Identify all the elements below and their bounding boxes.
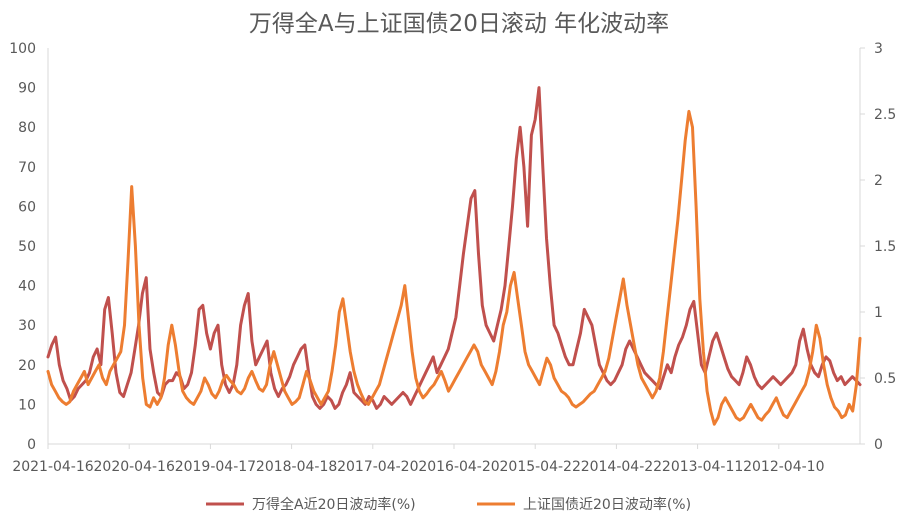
y-left-tick-label: 0 xyxy=(27,437,36,453)
y-right-tick-label: 1.5 xyxy=(874,239,896,255)
x-tick-label: 2017-04-20 xyxy=(337,459,418,475)
x-tick-label: 2016-04-20 xyxy=(418,459,499,475)
x-tick-label: 2019-04-17 xyxy=(175,459,256,475)
x-tick-label: 2021-04-16 xyxy=(12,459,93,475)
y-left-tick-label: 10 xyxy=(18,397,36,413)
y-left-tick-label: 100 xyxy=(9,41,36,57)
axes-layer: 0 10 20 30 40 50 60 70 80 90 100 0 0.5 1 1.5 2 2.5 3 2021-… xyxy=(9,41,896,475)
series-line-2 xyxy=(46,109,862,426)
y-right-tick-label: 1 xyxy=(874,305,883,321)
series-layer xyxy=(46,86,862,426)
y-right-tick-label: 0.5 xyxy=(874,371,896,387)
y-right-tick-label: 2 xyxy=(874,173,883,189)
chart-title: 万得全A与上证国债20日滚动 年化波动率 xyxy=(249,11,669,37)
x-tick-label: 2018-04-18 xyxy=(256,459,337,475)
legend-label-2: 上证国债近20日波动率(%) xyxy=(523,496,691,513)
y-left-tick-label: 20 xyxy=(18,358,36,374)
y-left-tick-label: 70 xyxy=(18,160,36,176)
y-left-tick-label: 80 xyxy=(18,120,36,136)
y-left-tick-label: 30 xyxy=(18,318,36,334)
y-left-tick-label: 90 xyxy=(18,81,36,97)
x-tick-label: 2013-04-11 xyxy=(662,459,743,475)
series-line-1 xyxy=(46,86,862,410)
x-tick-label: 2012-04-10 xyxy=(743,459,824,475)
legend: 万得全A近20日波动率(%) 上证国债近20日波动率(%) xyxy=(206,496,691,513)
x-tick-label: 2014-04-22 xyxy=(581,459,662,475)
x-tick-label: 2020-04-16 xyxy=(94,459,175,475)
x-tick-label: 2015-04-22 xyxy=(500,459,581,475)
y-right-tick-label: 3 xyxy=(874,41,883,57)
y-left-tick-label: 40 xyxy=(18,279,36,295)
y-left-tick-label: 50 xyxy=(18,239,36,255)
legend-label-1: 万得全A近20日波动率(%) xyxy=(252,496,416,513)
y-right-tick-label: 2.5 xyxy=(874,107,896,123)
y-right-tick-label: 0 xyxy=(874,437,883,453)
y-left-tick-label: 60 xyxy=(18,199,36,215)
